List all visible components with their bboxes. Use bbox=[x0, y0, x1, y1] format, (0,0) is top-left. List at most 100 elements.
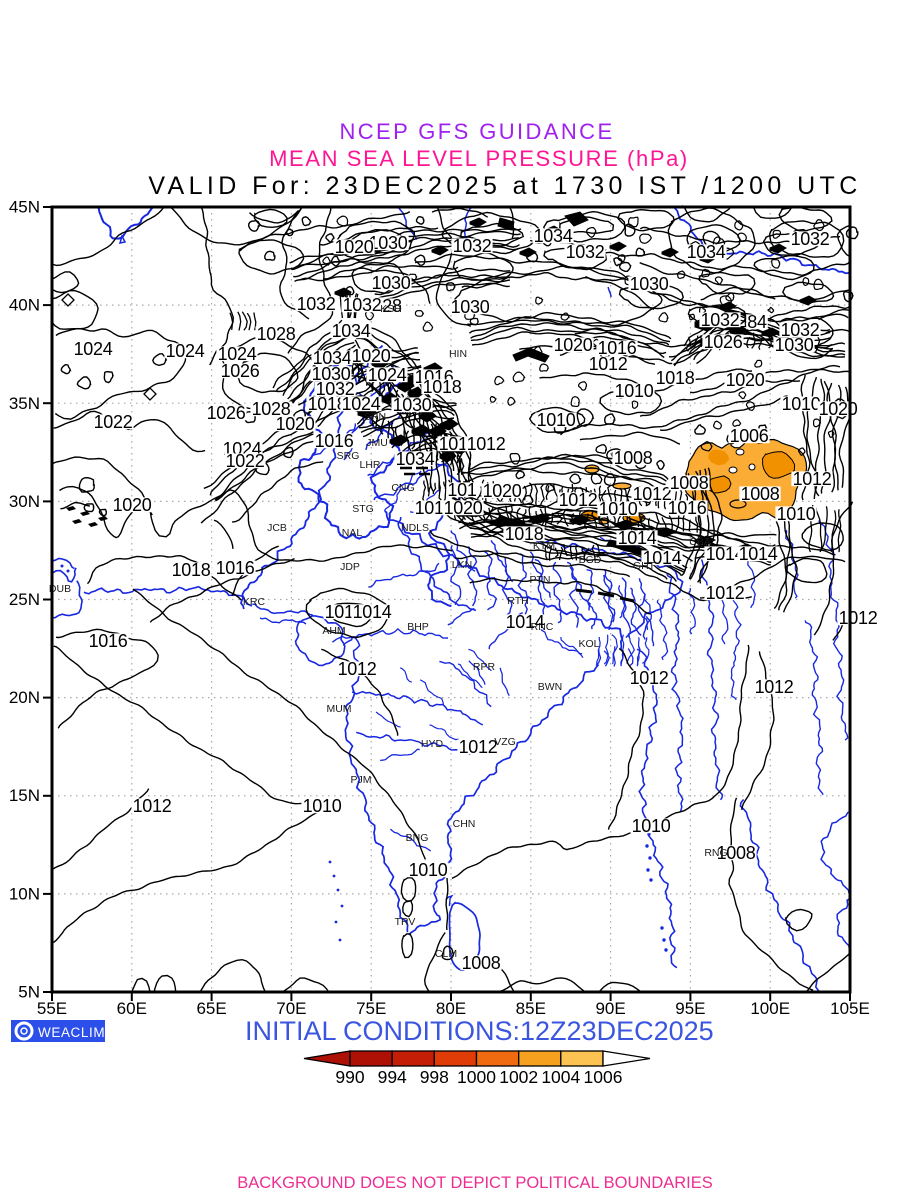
svg-text:1032: 1032 bbox=[566, 242, 605, 262]
svg-text:RTH: RTH bbox=[507, 595, 528, 607]
svg-text:990: 990 bbox=[335, 1067, 364, 1087]
svg-text:LHR: LHR bbox=[359, 459, 380, 471]
svg-text:1012: 1012 bbox=[706, 583, 745, 603]
svg-text:1020: 1020 bbox=[483, 481, 522, 501]
svg-text:1034: 1034 bbox=[313, 348, 352, 368]
svg-text:1010: 1010 bbox=[409, 860, 448, 880]
svg-text:1012: 1012 bbox=[633, 484, 672, 504]
svg-text:1010: 1010 bbox=[599, 499, 638, 519]
svg-text:1024: 1024 bbox=[368, 365, 407, 385]
svg-text:KOL: KOL bbox=[578, 638, 599, 650]
svg-text:DUB: DUB bbox=[49, 583, 71, 595]
svg-text:30N: 30N bbox=[9, 492, 40, 511]
svg-text:KSH: KSH bbox=[380, 303, 402, 315]
svg-text:1014: 1014 bbox=[643, 548, 682, 568]
svg-text:BHP: BHP bbox=[407, 621, 429, 633]
svg-text:BWN: BWN bbox=[538, 681, 563, 693]
svg-text:1032: 1032 bbox=[316, 379, 355, 399]
svg-text:NCEP GFS GUIDANCE: NCEP GFS GUIDANCE bbox=[339, 119, 614, 144]
svg-text:1016: 1016 bbox=[668, 498, 707, 518]
svg-text:1008: 1008 bbox=[717, 843, 756, 863]
svg-text:105E: 105E bbox=[830, 999, 870, 1018]
svg-text:MEAN SEA LEVEL PRESSURE (hPa): MEAN SEA LEVEL PRESSURE (hPa) bbox=[269, 146, 689, 171]
svg-text:LKN: LKN bbox=[452, 559, 472, 571]
svg-text:20N: 20N bbox=[9, 688, 40, 707]
svg-text:1028: 1028 bbox=[257, 324, 296, 344]
svg-text:25N: 25N bbox=[9, 590, 40, 609]
svg-text:80E: 80E bbox=[436, 999, 466, 1018]
svg-text:1032: 1032 bbox=[343, 295, 382, 315]
svg-text:1026: 1026 bbox=[704, 332, 743, 352]
svg-text:JMU: JMU bbox=[366, 437, 388, 449]
svg-text:994: 994 bbox=[378, 1067, 407, 1087]
svg-text:1012: 1012 bbox=[459, 737, 498, 757]
svg-text:1010: 1010 bbox=[632, 816, 671, 836]
svg-text:95E: 95E bbox=[675, 999, 705, 1018]
svg-text:1030: 1030 bbox=[372, 273, 411, 293]
svg-text:15N: 15N bbox=[9, 786, 40, 805]
svg-text:NAL: NAL bbox=[342, 527, 363, 539]
svg-text:1034: 1034 bbox=[396, 449, 435, 469]
svg-text:1006: 1006 bbox=[584, 1067, 623, 1087]
svg-text:RPR: RPR bbox=[473, 661, 496, 673]
svg-text:1008: 1008 bbox=[741, 484, 780, 504]
svg-text:1008: 1008 bbox=[614, 448, 653, 468]
svg-text:MUM: MUM bbox=[326, 703, 351, 715]
svg-text:60E: 60E bbox=[117, 999, 147, 1018]
svg-text:1010: 1010 bbox=[537, 410, 576, 430]
svg-text:101: 101 bbox=[447, 480, 476, 500]
svg-text:1022: 1022 bbox=[94, 412, 133, 432]
svg-text:1014: 1014 bbox=[706, 544, 745, 564]
svg-text:TRV: TRV bbox=[395, 916, 416, 928]
svg-text:5N: 5N bbox=[18, 983, 40, 1002]
svg-text:1012: 1012 bbox=[338, 659, 377, 679]
svg-text:NDLS: NDLS bbox=[401, 522, 429, 534]
svg-text:1006: 1006 bbox=[730, 426, 769, 446]
svg-text:1030: 1030 bbox=[393, 395, 432, 415]
svg-text:SRG: SRG bbox=[337, 450, 360, 462]
svg-text:1012: 1012 bbox=[755, 677, 794, 697]
svg-text:75E: 75E bbox=[356, 999, 386, 1018]
svg-text:1014: 1014 bbox=[353, 602, 392, 622]
svg-text:45N: 45N bbox=[9, 198, 40, 217]
svg-text:1010: 1010 bbox=[615, 381, 654, 401]
svg-text:1030: 1030 bbox=[451, 297, 490, 317]
svg-text:1014: 1014 bbox=[618, 528, 657, 548]
svg-text:1020: 1020 bbox=[352, 346, 391, 366]
svg-text:100E: 100E bbox=[750, 999, 790, 1018]
svg-text:1016: 1016 bbox=[89, 631, 128, 651]
svg-text:1008: 1008 bbox=[670, 473, 709, 493]
svg-text:65E: 65E bbox=[196, 999, 226, 1018]
svg-text:1016: 1016 bbox=[216, 558, 255, 578]
svg-text:1026: 1026 bbox=[207, 403, 246, 423]
svg-text:1012: 1012 bbox=[589, 354, 628, 374]
svg-text:RNC: RNC bbox=[531, 621, 554, 633]
svg-text:VZG: VZG bbox=[494, 736, 516, 748]
svg-text:1032: 1032 bbox=[701, 310, 740, 330]
svg-text:1010: 1010 bbox=[777, 504, 816, 524]
svg-text:WEACLIM: WEACLIM bbox=[38, 1025, 105, 1040]
svg-text:PJM: PJM bbox=[351, 774, 372, 786]
svg-text:1016: 1016 bbox=[315, 431, 354, 451]
svg-text:1008: 1008 bbox=[462, 953, 501, 973]
svg-text:1010: 1010 bbox=[303, 796, 342, 816]
svg-text:GHT: GHT bbox=[633, 560, 656, 572]
svg-text:1024: 1024 bbox=[74, 339, 113, 359]
svg-text:RNG: RNG bbox=[704, 847, 727, 859]
svg-text:KTM: KTM bbox=[533, 540, 555, 552]
svg-text:AHM: AHM bbox=[322, 625, 345, 637]
svg-text:1032: 1032 bbox=[781, 320, 820, 340]
svg-text:1020: 1020 bbox=[335, 237, 374, 257]
svg-text:1034: 1034 bbox=[332, 321, 371, 341]
svg-text:1026: 1026 bbox=[221, 361, 260, 381]
svg-text:CNG: CNG bbox=[391, 482, 414, 494]
svg-text:HIN: HIN bbox=[449, 348, 467, 360]
svg-text:INITIAL CONDITIONS:12Z23DEC202: INITIAL CONDITIONS:12Z23DEC2025 bbox=[245, 1016, 714, 1046]
svg-text:PTN: PTN bbox=[530, 574, 551, 586]
svg-text:1018: 1018 bbox=[172, 560, 211, 580]
svg-text:35N: 35N bbox=[9, 394, 40, 413]
svg-text:1034: 1034 bbox=[687, 242, 726, 262]
svg-text:40N: 40N bbox=[9, 296, 40, 315]
svg-text:BACKGROUND DOES NOT DEPICT POL: BACKGROUND DOES NOT DEPICT POLITICAL BOU… bbox=[237, 1174, 713, 1192]
svg-text:KRC: KRC bbox=[243, 596, 266, 608]
